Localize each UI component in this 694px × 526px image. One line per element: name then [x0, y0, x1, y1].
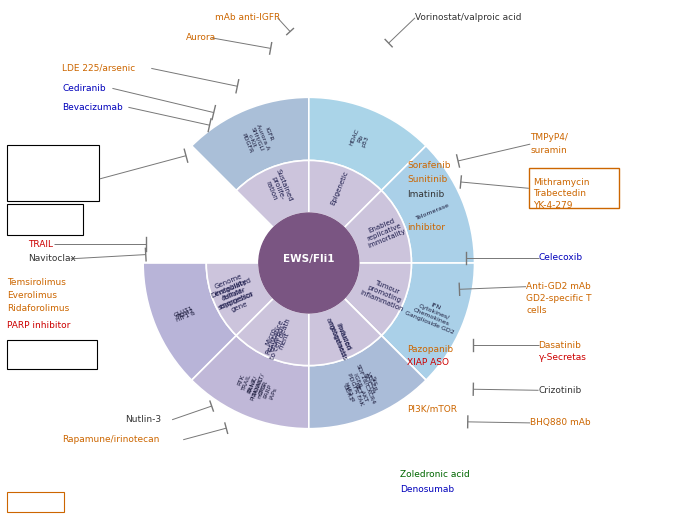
Text: PI3K/mTOR: PI3K/mTOR — [407, 404, 457, 413]
Text: Zoledronic acid: Zoledronic acid — [400, 470, 470, 479]
Text: HDAC
Rb
p53: HDAC Rb p53 — [349, 128, 371, 150]
Text: Bevacizumab: Bevacizumab — [62, 103, 124, 112]
Wedge shape — [236, 160, 309, 228]
Text: Induced
angiogenesis: Induced angiogenesis — [325, 315, 355, 362]
Text: LDE 225/arsenic: LDE 225/arsenic — [62, 64, 136, 73]
Text: Telomerase: Telomerase — [415, 203, 450, 221]
Text: Sunitinib: Sunitinib — [407, 175, 447, 184]
Text: γ-Secretas: γ-Secretas — [539, 353, 586, 362]
Text: IGFR
Aurora A
SHH/GLI
c-Kit
PDGFR: IGFR Aurora A SHH/GLI c-Kit PDGFR — [239, 121, 276, 157]
Text: cells: cells — [526, 306, 547, 315]
Text: Rapamune/irinotecan: Rapamune/irinotecan — [62, 435, 160, 444]
Text: Enabled
replicative
immortality: Enabled replicative immortality — [362, 215, 407, 249]
Text: GLUT1
HIF1 α: GLUT1 HIF1 α — [174, 306, 196, 323]
Text: Sorafenib: Sorafenib — [407, 161, 450, 170]
Text: Denosumab: Denosumab — [400, 484, 454, 494]
Text: suramin: suramin — [530, 146, 567, 155]
Text: Crizotinib: Crizotinib — [539, 386, 582, 395]
Text: XIAP ASO: XIAP ASO — [407, 358, 449, 367]
Wedge shape — [236, 298, 309, 366]
Text: Genome
instability
tumor-
suppressor
gene: Genome instability tumor- suppressor gen… — [210, 271, 258, 317]
Text: VEGFR
SDF1α/CXCR4
IGFR, AKT
PDGFR FAK
HIF1 α: VEGFR SDF1α/CXCR4 IGFR, AKT PDGFR FAK HI… — [339, 361, 382, 412]
Wedge shape — [309, 298, 382, 366]
Wedge shape — [309, 298, 382, 366]
Text: Dasatinib: Dasatinib — [539, 340, 582, 350]
Wedge shape — [344, 263, 412, 336]
Text: YK-4-279: YK-4-279 — [533, 201, 573, 210]
Text: Invasion
metastasis: Invasion metastasis — [327, 318, 353, 358]
Text: Deregulated
cellular
energetics: Deregulated cellular energetics — [210, 277, 257, 311]
Text: Ridaforolimus: Ridaforolimus — [7, 304, 69, 313]
Wedge shape — [192, 336, 309, 429]
Text: Navitoclax: Navitoclax — [28, 254, 76, 264]
Text: RANK/
RANKL
OPG: RANK/ RANKL OPG — [246, 374, 269, 400]
Text: Anti-GD2 mAb: Anti-GD2 mAb — [526, 282, 591, 291]
Wedge shape — [206, 263, 273, 336]
Text: Tumour
promoting
inflammation: Tumour promoting inflammation — [359, 276, 409, 312]
Text: Resistance
to cell death: Resistance to cell death — [263, 316, 292, 361]
Text: Everolimus: Everolimus — [7, 291, 57, 300]
Text: RTK
TRAIL
Bcl-2
PI3K/AKT/
mTOR
PARP
IAPs: RTK TRAIL Bcl-2 PI3K/AKT/ mTOR PARP IAPs — [233, 366, 282, 408]
Text: mAb anti-IGFR: mAb anti-IGFR — [215, 13, 280, 23]
Text: Pazopanib: Pazopanib — [407, 345, 453, 354]
Text: Imatinib: Imatinib — [407, 190, 444, 199]
Wedge shape — [382, 146, 475, 263]
Text: Src
NOCTH

MET

DDK1: Src NOCTH MET DDK1 — [340, 370, 380, 404]
Text: Sustained
prolife-
ration: Sustained prolife- ration — [262, 168, 294, 208]
Wedge shape — [143, 263, 236, 380]
Text: Aurora: Aurora — [186, 33, 216, 43]
Text: Mithramycin: Mithramycin — [533, 178, 589, 187]
Wedge shape — [309, 336, 426, 429]
Text: EWS/Fli1: EWS/Fli1 — [283, 254, 335, 264]
Text: MDM2: MDM2 — [175, 308, 195, 320]
Circle shape — [259, 213, 359, 313]
Wedge shape — [309, 336, 426, 429]
Text: Temsirolimus: Temsirolimus — [7, 278, 66, 288]
Text: GD2-specific T: GD2-specific T — [526, 294, 591, 304]
Wedge shape — [382, 263, 475, 380]
Text: IFN
Cytokines/
Chemokines
Ganglioside GD2: IFN Cytokines/ Chemokines Ganglioside GD… — [404, 294, 462, 335]
Text: TMPyP4/: TMPyP4/ — [530, 133, 568, 143]
Text: PARP inhibitor: PARP inhibitor — [7, 320, 70, 330]
Text: Nutlin-3: Nutlin-3 — [125, 415, 161, 424]
Text: Micro-
environ-
ment: Micro- environ- ment — [263, 321, 292, 355]
Text: inhibitor: inhibitor — [407, 223, 445, 232]
Wedge shape — [309, 97, 426, 190]
Text: Trabectedin: Trabectedin — [533, 189, 586, 198]
Wedge shape — [192, 336, 309, 429]
Wedge shape — [206, 263, 273, 336]
Wedge shape — [192, 97, 309, 190]
Text: Cediranib: Cediranib — [62, 84, 106, 93]
Wedge shape — [236, 298, 309, 366]
Text: Celecoxib: Celecoxib — [539, 253, 583, 262]
Text: BHQ880 mAb: BHQ880 mAb — [530, 418, 591, 428]
Text: TRAIL: TRAIL — [28, 239, 53, 249]
Wedge shape — [309, 160, 382, 228]
Wedge shape — [143, 263, 236, 380]
Text: Vorinostat/valproic acid: Vorinostat/valproic acid — [415, 13, 521, 23]
Wedge shape — [344, 190, 412, 263]
Text: Epigenetic: Epigenetic — [330, 170, 350, 206]
